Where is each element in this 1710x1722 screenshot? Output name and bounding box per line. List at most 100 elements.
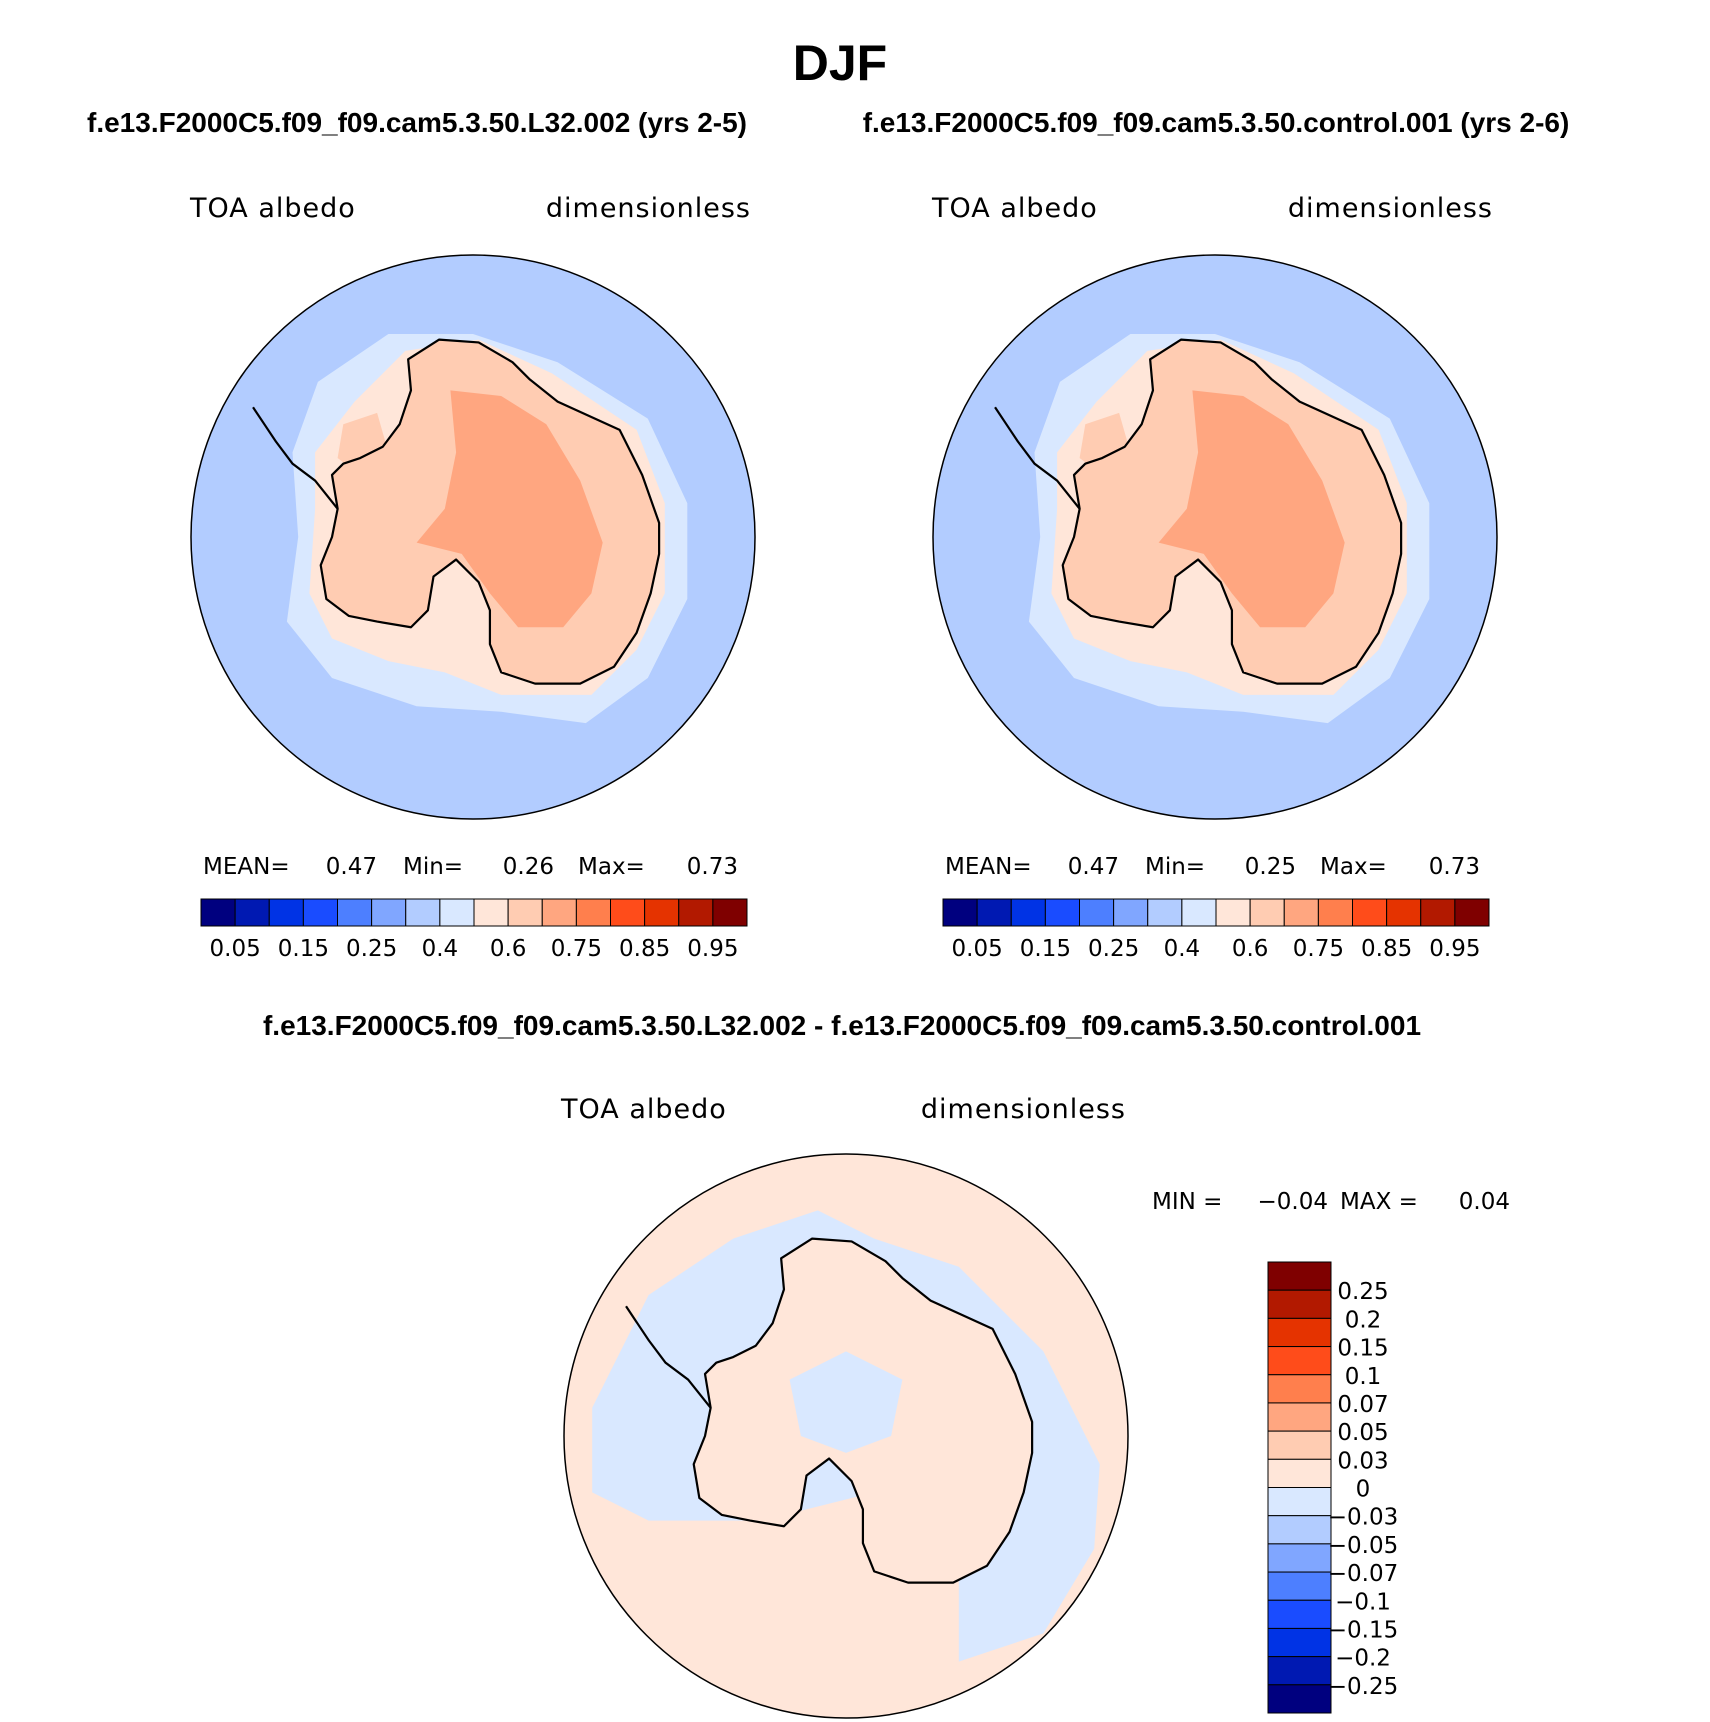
polar-map [564, 1154, 1128, 1718]
colorbar-box [337, 898, 373, 927]
colorbar-box [1317, 898, 1353, 927]
colorbar-box [1267, 1627, 1332, 1658]
colorbar-box [1215, 898, 1251, 927]
colorbar-tick-label: −0.15 [1328, 1617, 1398, 1643]
colorbar-box [1267, 1487, 1332, 1517]
colorbar-box [1147, 898, 1183, 927]
min-value: 0.25 [1245, 854, 1296, 880]
colorbar-box [1267, 1289, 1332, 1319]
colorbar-box [1420, 898, 1456, 927]
min-label: MIN = [1152, 1189, 1222, 1215]
shelf-patch [337, 412, 389, 475]
colorbar-box [1267, 1656, 1332, 1686]
colorbar-box [1267, 1684, 1332, 1714]
map-border [563, 1153, 1129, 1719]
max-value: 0.73 [1429, 854, 1480, 880]
colorbar-box [1267, 1402, 1332, 1432]
colorbar-box [405, 898, 441, 927]
colorbar-tick-label: −0.07 [1328, 1561, 1398, 1587]
colorbar-tick-label: 0.6 [490, 936, 527, 962]
colorbar-tick-label: −0.1 [1335, 1589, 1391, 1615]
variable-label: TOA albedo [189, 193, 356, 224]
colorbar-tick-label: 0.85 [1361, 936, 1412, 962]
colorbar-tick-label: 0.03 [1337, 1448, 1388, 1474]
colorbar-tick-label: 0.95 [687, 936, 738, 962]
colorbar-box [1249, 898, 1285, 927]
map-field [933, 255, 1497, 819]
colorbar-tick-label: −0.2 [1335, 1646, 1391, 1672]
units-label: dimensionless [546, 193, 751, 224]
interior-negative [789, 1351, 903, 1453]
colorbar-box [1079, 898, 1115, 927]
shelf-patch [1079, 412, 1131, 475]
variable-label: TOA albedo [560, 1094, 727, 1125]
mean-label: MEAN= [203, 854, 290, 880]
max-label: Max= [1320, 854, 1387, 880]
panel-title: f.e13.F2000C5.f09_f09.cam5.3.50.control.… [863, 107, 1570, 138]
colorbar-box [234, 898, 270, 927]
panel-control: f.e13.F2000C5.f09_f09.cam5.3.50.control.… [863, 107, 1570, 962]
colorbar-tick-label: 0.15 [1337, 1336, 1388, 1362]
map-border [932, 254, 1498, 820]
colorbar-tick-label: −0.25 [1328, 1674, 1398, 1700]
colorbar-tick-label: 0.07 [1337, 1392, 1388, 1418]
colorbar-box [302, 898, 338, 927]
colorbar-box [1267, 1515, 1332, 1545]
colorbar-tick-label: 0.4 [422, 936, 459, 962]
colorbar-box [1352, 898, 1388, 927]
colorbar-box [1267, 1374, 1332, 1404]
colorbar-tick-label: 0.15 [278, 936, 329, 962]
variable-label: TOA albedo [931, 193, 1098, 224]
colorbar-box [1454, 898, 1490, 927]
colorbar-tick-label: 0.85 [619, 936, 670, 962]
colorbar-tick-label: 0.75 [551, 936, 602, 962]
units-label: dimensionless [921, 1094, 1126, 1125]
colorbar-box [644, 898, 680, 927]
colorbar-box [1267, 1317, 1332, 1348]
colorbar-box [1267, 1346, 1332, 1376]
colorbar-tick-label: −0.03 [1328, 1505, 1398, 1531]
colorbar-box [439, 898, 475, 927]
colorbar-tick-label: 0.25 [346, 936, 397, 962]
colorbar-box [1386, 898, 1422, 927]
colorbar-box [473, 898, 509, 927]
colorbar-box [976, 898, 1012, 927]
colorbar-box [1181, 898, 1217, 927]
colorbar: 0.05 0.15 0.25 0.4 0.6 0.75 0.85 0.95 [200, 898, 748, 962]
plateau-field [416, 390, 603, 628]
colorbar-box [1267, 1543, 1332, 1573]
colorbar-box [1267, 1458, 1332, 1488]
map-field [564, 1154, 1128, 1718]
colorbar-tick-label: 0.75 [1293, 936, 1344, 962]
colorbar-tick-label: 0.05 [1337, 1420, 1388, 1446]
colorbar-box [712, 898, 748, 927]
min-label: Min= [403, 854, 463, 880]
colorbar-box [575, 898, 611, 927]
colorbar-box [541, 898, 577, 927]
colorbar-tick-label: 0.05 [210, 936, 261, 962]
colorbar-tick-label: 0.25 [1088, 936, 1139, 962]
figure-title: DJF [793, 35, 887, 91]
colorbar-tick-label: 0.2 [1345, 1307, 1382, 1333]
colorbar-tick-label: −0.05 [1328, 1533, 1398, 1559]
max-value: 0.04 [1459, 1189, 1510, 1215]
mean-label: MEAN= [945, 854, 1032, 880]
colorbar-box [200, 898, 236, 927]
colorbar-tick-label: 0.95 [1429, 936, 1480, 962]
colorbar-box [507, 898, 543, 927]
min-label: Min= [1145, 854, 1205, 880]
polar-map [933, 255, 1497, 819]
panel-model: f.e13.F2000C5.f09_f09.cam5.3.50.L32.002 … [87, 107, 755, 962]
panel-difference: f.e13.F2000C5.f09_f09.cam5.3.50.L32.002 … [263, 1010, 1510, 1718]
colorbar-box [1267, 1599, 1332, 1629]
colorbar-box [1267, 1571, 1332, 1601]
colorbar-tick-label: 0.25 [1337, 1279, 1388, 1305]
panel-title: f.e13.F2000C5.f09_f09.cam5.3.50.L32.002 … [87, 107, 747, 138]
mean-value: 0.47 [1068, 854, 1119, 880]
colorbar-box [1044, 898, 1080, 927]
colorbar-box [371, 898, 407, 927]
colorbar-box [678, 898, 714, 927]
mean-value: 0.47 [326, 854, 377, 880]
colorbar-tick-label: 0.05 [952, 936, 1003, 962]
